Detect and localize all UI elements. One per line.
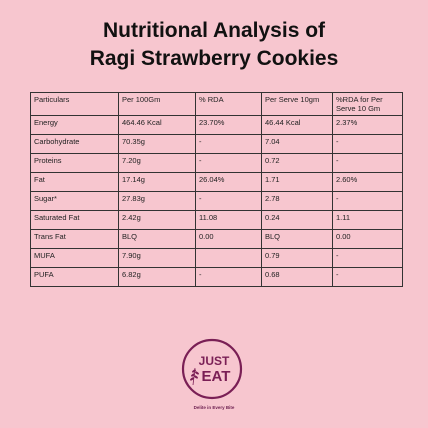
table-row: Fat 17.14g 26.04% 1.71 2.60% <box>30 172 403 192</box>
table-cell: 0.79 <box>261 248 333 268</box>
page-title-line-1: Nutritional Analysis of <box>102 19 326 42</box>
header-cell: Per Serve 10gm <box>261 92 333 116</box>
table-cell: 2.60% <box>332 172 403 192</box>
table-row: MUFA 7.90g 0.79 - <box>30 248 403 268</box>
table-cell: Proteins <box>30 153 119 173</box>
table-cell: Energy <box>30 115 119 135</box>
table-cell: PUFA <box>30 267 119 287</box>
table-cell: - <box>332 153 403 173</box>
table-cell: 7.04 <box>261 134 333 154</box>
header-cell: Per 100Gm <box>118 92 196 116</box>
table-cell: 1.11 <box>332 210 403 230</box>
table-row: Energy 464.46 Kcal 23.70% 46.44 Kcal 2.3… <box>30 115 403 135</box>
table-cell: 0.68 <box>261 267 333 287</box>
table-cell: Fat <box>30 172 119 192</box>
wheat-icon <box>190 367 199 386</box>
logo-text-just: JUST <box>199 354 230 368</box>
table-cell: 1.71 <box>261 172 333 192</box>
table-row: Trans Fat BLQ 0.00 BLQ 0.00 <box>30 229 403 249</box>
table-cell: Sugar* <box>30 191 119 211</box>
table-cell: 26.04% <box>195 172 262 192</box>
table-cell: - <box>195 153 262 173</box>
table-row: Sugar* 27.83g - 2.78 - <box>30 191 403 211</box>
table-header-row: Particulars Per 100Gm % RDA Per Serve 10… <box>30 92 403 116</box>
table-cell: 27.83g <box>118 191 196 211</box>
just-eat-logo: JUST EAT <box>181 338 243 400</box>
table-row: Proteins 7.20g - 0.72 - <box>30 153 403 173</box>
table-cell: Carbohydrate <box>30 134 119 154</box>
table-cell: BLQ <box>261 229 333 249</box>
table-cell: - <box>332 267 403 287</box>
nutrition-table: Particulars Per 100Gm % RDA Per Serve 10… <box>30 92 403 287</box>
table-cell: 2.78 <box>261 191 333 211</box>
table-cell: 7.20g <box>118 153 196 173</box>
table-cell: 2.37% <box>332 115 403 135</box>
table-cell: - <box>195 267 262 287</box>
table-cell: Saturated Fat <box>30 210 119 230</box>
header-cell: Particulars <box>30 92 119 116</box>
table-cell: - <box>332 191 403 211</box>
table-cell: 2.42g <box>118 210 196 230</box>
table-cell: 11.08 <box>195 210 262 230</box>
table-row: Saturated Fat 2.42g 11.08 0.24 1.11 <box>30 210 403 230</box>
table-cell: 17.14g <box>118 172 196 192</box>
table-cell: BLQ <box>118 229 196 249</box>
table-cell: - <box>195 191 262 211</box>
table-cell: - <box>332 248 403 268</box>
table-cell: 0.00 <box>332 229 403 249</box>
table-cell: 464.46 Kcal <box>118 115 196 135</box>
table-cell: Trans Fat <box>30 229 119 249</box>
brand-tagline: Delite in Every Bite <box>193 405 235 410</box>
header-cell: % RDA <box>195 92 262 116</box>
header-cell: %RDA for Per Serve 10 Gm <box>332 92 403 116</box>
table-row: PUFA 6.82g - 0.68 - <box>30 267 403 287</box>
page-title-line-2: Ragi Strawberry Cookies <box>89 47 339 70</box>
table-cell: 23.70% <box>195 115 262 135</box>
table-cell: 7.90g <box>118 248 196 268</box>
table-row: Carbohydrate 70.35g - 7.04 - <box>30 134 403 154</box>
table-cell: - <box>332 134 403 154</box>
table-cell: 0.72 <box>261 153 333 173</box>
table-cell: 46.44 Kcal <box>261 115 333 135</box>
table-cell: - <box>195 134 262 154</box>
table-cell: MUFA <box>30 248 119 268</box>
table-cell: 0.00 <box>195 229 262 249</box>
table-cell: 0.24 <box>261 210 333 230</box>
table-cell: 70.35g <box>118 134 196 154</box>
table-cell <box>195 248 262 268</box>
logo-text-eat: EAT <box>202 368 231 385</box>
table-cell: 6.82g <box>118 267 196 287</box>
